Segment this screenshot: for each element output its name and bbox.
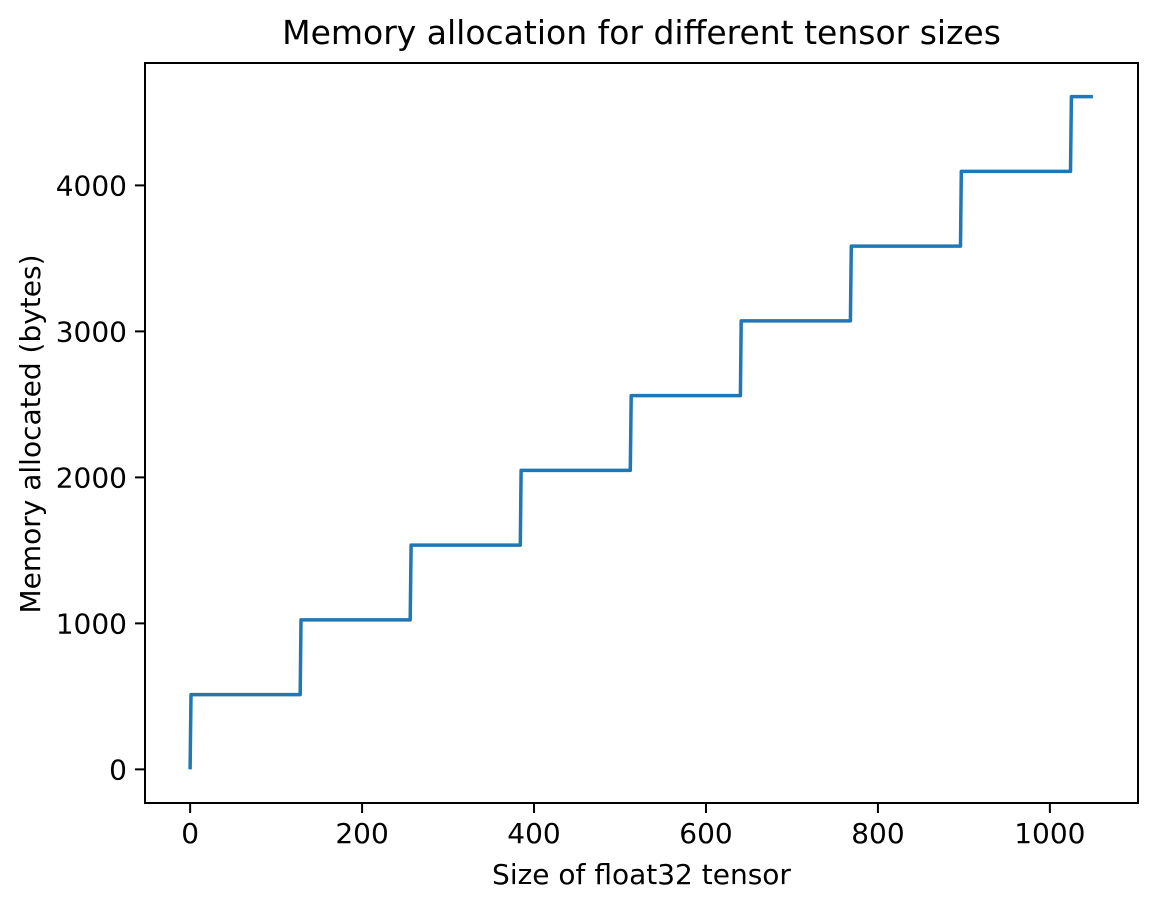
y-tick-label: 3000 <box>56 315 127 348</box>
x-tick-label: 200 <box>335 817 388 850</box>
y-tick-label: 1000 <box>56 607 127 640</box>
x-tick-label: 800 <box>851 817 904 850</box>
memory-step-line <box>188 94 1093 770</box>
x-axis-label: Size of float32 tensor <box>492 858 791 891</box>
x-tick-label: 600 <box>679 817 732 850</box>
y-tick-label: 2000 <box>56 461 127 494</box>
y-tick-label: 0 <box>109 753 127 786</box>
y-axis-label: Memory allocated (bytes) <box>14 254 47 614</box>
plot-border <box>144 62 1139 804</box>
x-tick-label: 0 <box>181 817 199 850</box>
y-tick-label: 4000 <box>56 169 127 202</box>
chart-title: Memory allocation for different tensor s… <box>282 13 1001 52</box>
x-tick-label: 1000 <box>1014 817 1085 850</box>
x-tick-label: 400 <box>507 817 560 850</box>
